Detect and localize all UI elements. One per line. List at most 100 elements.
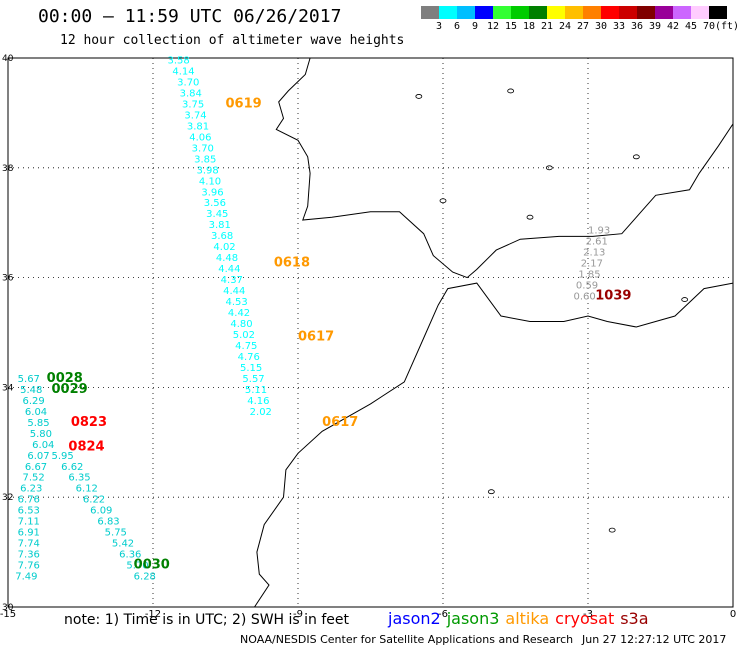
legend-swatch bbox=[673, 6, 691, 19]
wave-height-value: 3.98 bbox=[197, 165, 219, 176]
satellite-legend: jason2 jason3 altika cryosat s3a bbox=[388, 609, 655, 628]
wave-height-value: 5.95 bbox=[52, 451, 74, 462]
legend-swatch bbox=[691, 6, 709, 19]
legend-label: 27 bbox=[576, 21, 590, 32]
legend-swatch bbox=[565, 6, 583, 19]
wave-height-value: 4.76 bbox=[238, 352, 260, 363]
wave-height-value: 4.10 bbox=[199, 176, 221, 187]
legend-swatch bbox=[655, 6, 673, 19]
wave-height-value: 3.68 bbox=[211, 231, 233, 242]
pass-time-label: 0617 bbox=[298, 330, 334, 345]
legend-label: 9 bbox=[471, 21, 479, 32]
pass-time-label: 0824 bbox=[68, 440, 104, 455]
chart-title: 00:00 – 11:59 UTC 06/26/2017 bbox=[38, 6, 342, 27]
lon-tick-label: -3 bbox=[583, 609, 593, 620]
wave-height-value: 4.44 bbox=[223, 286, 245, 297]
wave-height-value: 3.96 bbox=[201, 187, 223, 198]
wave-height-value: 3.56 bbox=[204, 198, 226, 209]
wave-height-value: 4.42 bbox=[228, 308, 250, 319]
lake-outline bbox=[507, 88, 515, 94]
pass-time-label: 1039 bbox=[595, 289, 631, 304]
legend-label: 42 bbox=[666, 21, 680, 32]
wave-height-value: 7.36 bbox=[18, 550, 40, 561]
lake-outline bbox=[415, 94, 423, 99]
legend-label: 36 bbox=[630, 21, 644, 32]
wave-height-value: 6.83 bbox=[97, 517, 119, 528]
legend-label: 39 bbox=[648, 21, 662, 32]
wave-height-value: 5.80 bbox=[30, 429, 52, 440]
wave-height-value: 7.52 bbox=[23, 473, 45, 484]
lake-outline bbox=[608, 527, 616, 533]
satellite-label-cryosat: cryosat bbox=[555, 609, 615, 628]
legend-swatch bbox=[709, 6, 727, 19]
pass-time-label: 0028 bbox=[47, 371, 83, 386]
wave-height-value: 7.11 bbox=[18, 517, 40, 528]
wave-height-value: 4.48 bbox=[216, 253, 238, 264]
legend-swatch bbox=[439, 6, 457, 19]
wave-height-value: 6.12 bbox=[76, 484, 98, 495]
wave-height-value: 6.04 bbox=[32, 440, 54, 451]
legend-swatch bbox=[547, 6, 565, 19]
wave-height-value: 3.85 bbox=[194, 154, 216, 165]
wave-height-value: 6.35 bbox=[68, 473, 90, 484]
wave-height-value: 6.67 bbox=[25, 462, 47, 473]
chart-subtitle: 12 hour collection of altimeter wave hei… bbox=[60, 33, 405, 48]
legend-label: 18 bbox=[522, 21, 536, 32]
lon-tick-label: -6 bbox=[438, 609, 448, 620]
satellite-label-s3a: s3a bbox=[620, 609, 649, 628]
lake-outline bbox=[681, 297, 689, 302]
pass-time-label: 0619 bbox=[226, 96, 262, 111]
pass-time-label: 0029 bbox=[52, 382, 88, 397]
wave-height-value: 6.22 bbox=[83, 495, 105, 506]
legend-swatch bbox=[637, 6, 655, 19]
legend-swatch bbox=[529, 6, 547, 19]
wave-height-value: 3.70 bbox=[192, 143, 214, 154]
lake-outline bbox=[487, 489, 495, 495]
wave-height-value: 5.67 bbox=[18, 374, 40, 385]
wave-height-value: 6.28 bbox=[134, 572, 156, 583]
wave-height-value: 4.06 bbox=[189, 132, 211, 143]
legend-swatch bbox=[421, 6, 439, 19]
wave-height-value: 3.70 bbox=[177, 77, 199, 88]
legend-label: 33 bbox=[612, 21, 626, 32]
wave-height-value: 4.75 bbox=[235, 341, 257, 352]
legend-swatch bbox=[457, 6, 475, 19]
wave-height-value: 3.45 bbox=[206, 209, 228, 220]
credit-timestamp: Jun 27 12:27:12 UTC 2017 bbox=[582, 633, 727, 646]
wave-height-value: 4.53 bbox=[226, 297, 248, 308]
pass-time-label: 0823 bbox=[71, 415, 107, 430]
map-frame bbox=[7, 57, 734, 608]
wave-height-value: 6.76 bbox=[18, 495, 40, 506]
wave-height-value: 3.81 bbox=[209, 220, 231, 231]
pass-time-label: 0030 bbox=[134, 558, 170, 573]
wave-height-value: 6.09 bbox=[90, 506, 112, 517]
lon-tick-label: -9 bbox=[293, 609, 303, 620]
wave-height-value: 3.84 bbox=[180, 88, 202, 99]
satellite-label-altika: altika bbox=[505, 609, 550, 628]
wave-height-value: 6.29 bbox=[23, 396, 45, 407]
wave-height-value: 4.16 bbox=[247, 396, 269, 407]
legend-label: 30 bbox=[594, 21, 608, 32]
wave-height-value: 6.36 bbox=[119, 550, 141, 561]
footer-note: note: 1) Time is in UTC; 2) SWH is in fe… bbox=[64, 612, 350, 628]
legend-label: 3 bbox=[435, 21, 443, 32]
wave-height-value: 6.23 bbox=[20, 484, 42, 495]
legend-label: 45 bbox=[684, 21, 698, 32]
legend-swatch bbox=[493, 6, 511, 19]
wave-height-value: 1.85 bbox=[578, 270, 600, 281]
wave-height-value: 5.48 bbox=[20, 385, 42, 396]
wave-height-value: 6.91 bbox=[18, 528, 40, 539]
lake-outline bbox=[526, 214, 534, 220]
wave-height-value: 5.70 bbox=[126, 561, 148, 572]
lat-tick-label: 30 bbox=[2, 603, 14, 613]
legend-label: 70 bbox=[702, 21, 716, 32]
satellite-label-jason2: jason2 bbox=[388, 609, 441, 628]
wave-height-value: 5.02 bbox=[233, 330, 255, 341]
wave-height-value: 5.42 bbox=[112, 539, 134, 550]
wave-height-value: 3.75 bbox=[182, 99, 204, 110]
wave-height-value: 6.62 bbox=[61, 462, 83, 473]
wave-height-value: 4.44 bbox=[218, 264, 240, 275]
wave-height-value: 7.49 bbox=[15, 572, 37, 583]
legend-swatch bbox=[619, 6, 637, 19]
wave-height-value: 2.13 bbox=[583, 248, 605, 259]
